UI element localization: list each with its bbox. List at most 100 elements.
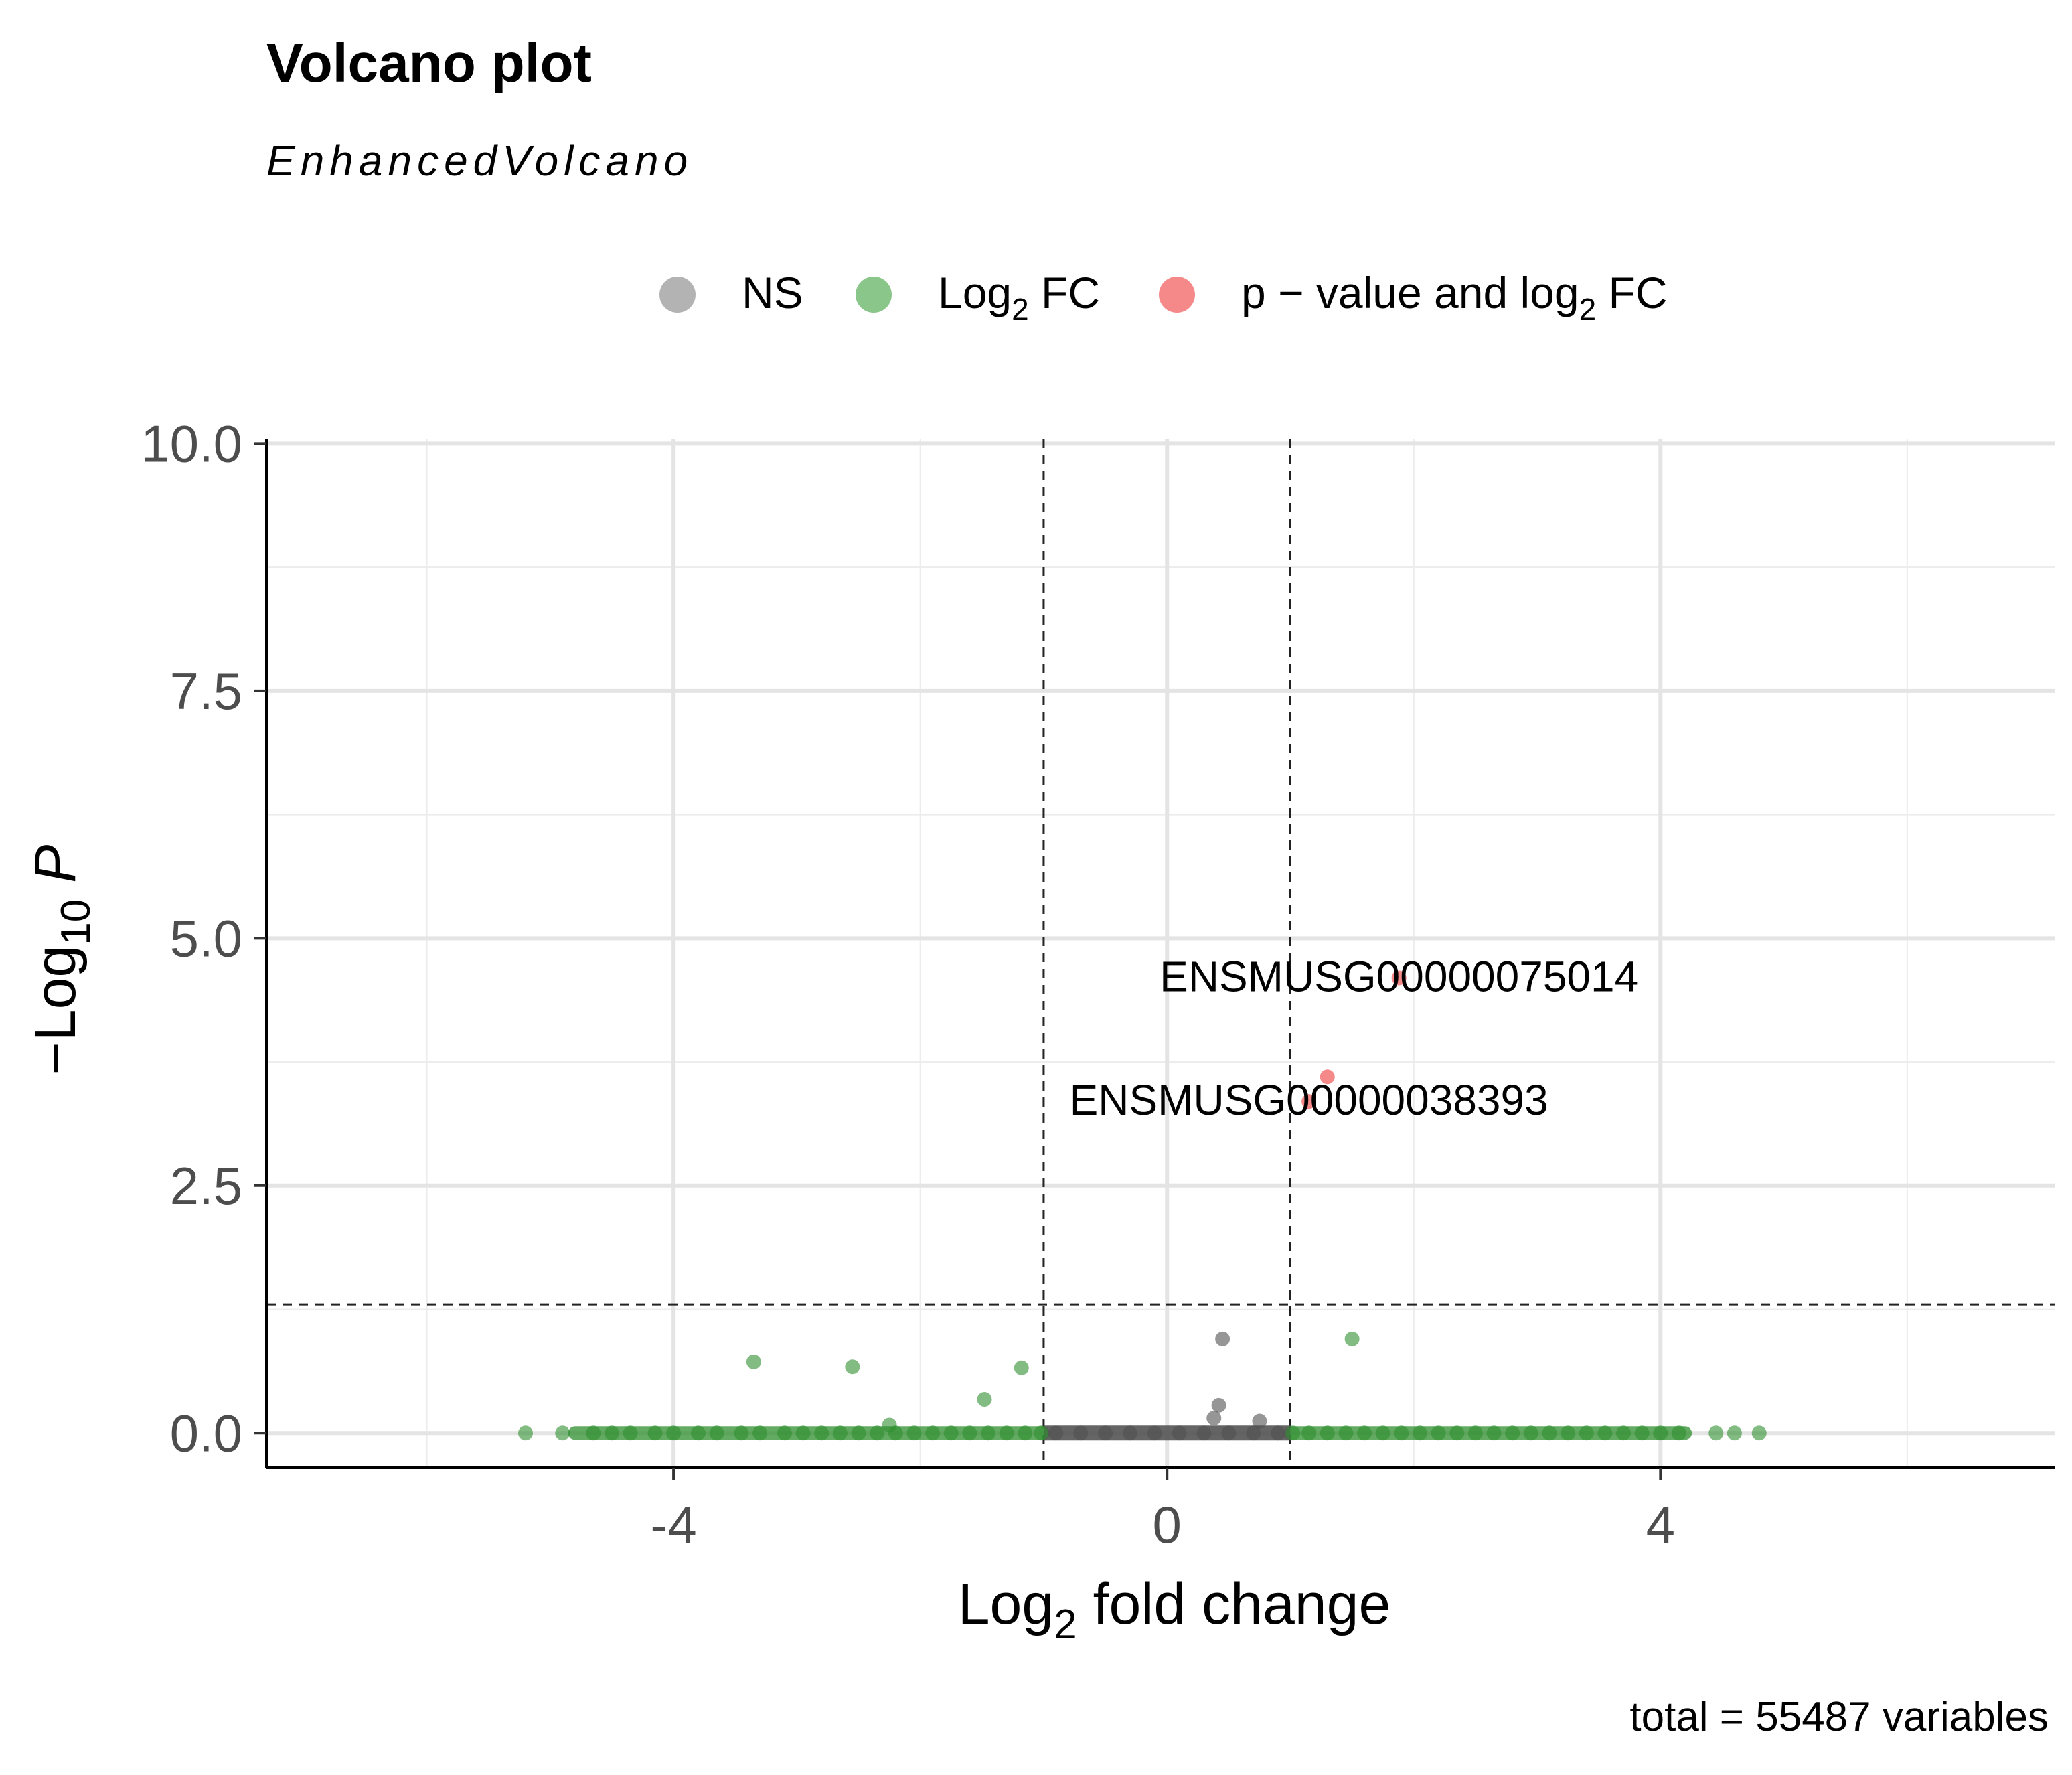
data-point xyxy=(1671,1425,1686,1441)
data-point xyxy=(734,1425,749,1441)
y-axis-title-text: −Log xyxy=(23,945,88,1075)
data-point xyxy=(1505,1425,1520,1441)
point-label: ENSMUSG00000075014 xyxy=(1160,952,1638,1000)
data-point xyxy=(1449,1425,1465,1441)
legend-key-ns xyxy=(659,277,696,313)
data-point xyxy=(1357,1425,1372,1441)
data-point xyxy=(1467,1425,1483,1441)
data-point xyxy=(981,1425,996,1441)
legend: NS Log2 FC p − value and log2 FC xyxy=(659,268,1668,327)
data-point xyxy=(1616,1425,1631,1441)
data-point xyxy=(1122,1425,1137,1441)
data-point xyxy=(1215,1331,1230,1346)
data-point xyxy=(1634,1425,1650,1441)
axis-titles: Log2 fold change −Log10 P xyxy=(23,845,1390,1648)
data-point xyxy=(1211,1397,1226,1413)
data-point xyxy=(1252,1413,1267,1429)
data-point xyxy=(870,1425,885,1441)
data-point xyxy=(1246,1425,1261,1441)
data-point xyxy=(1394,1425,1409,1441)
x-axis-title-rest: fold change xyxy=(1077,1572,1391,1636)
x-tick-label: 0 xyxy=(1153,1495,1182,1554)
data-point xyxy=(555,1425,570,1441)
legend-label-p_fc: p − value and log2 FC xyxy=(1241,268,1668,327)
y-tick-label: 2.5 xyxy=(170,1156,242,1215)
data-point xyxy=(1014,1360,1029,1375)
data-point xyxy=(666,1425,682,1441)
data-point xyxy=(977,1392,992,1407)
data-point xyxy=(795,1425,811,1441)
data-point xyxy=(1206,1411,1222,1426)
legend-label-text: p − value and log xyxy=(1241,268,1579,317)
threshold-lines xyxy=(266,439,2055,1468)
x-axis-title-text: Log xyxy=(958,1572,1054,1636)
data-point xyxy=(1708,1425,1724,1441)
legend-label-text: NS xyxy=(742,268,803,317)
data-point xyxy=(623,1425,638,1441)
chart-caption: total = 55487 variables xyxy=(1629,1694,2049,1740)
data-point xyxy=(1301,1094,1317,1109)
data-point xyxy=(690,1425,706,1441)
data-point xyxy=(1098,1425,1113,1441)
data-point xyxy=(925,1425,941,1441)
y-tick-label: 0.0 xyxy=(170,1403,242,1462)
data-point xyxy=(943,1425,959,1441)
data-point xyxy=(1727,1425,1742,1441)
data-point xyxy=(1751,1425,1767,1441)
legend-key-fc xyxy=(856,277,892,313)
axes xyxy=(254,439,2055,1480)
data-point xyxy=(1073,1425,1089,1441)
y-tick-label: 10.0 xyxy=(141,414,242,473)
data-point xyxy=(814,1425,829,1441)
data-point xyxy=(604,1425,619,1441)
data-point xyxy=(1018,1425,1033,1441)
legend-label-ns: NS xyxy=(742,268,803,317)
chart-subtitle: EnhancedVolcano xyxy=(266,137,693,185)
point-labels: ENSMUSG00000075014 ENSMUSG00000038393 xyxy=(1070,952,1639,1124)
data-point xyxy=(1338,1425,1354,1441)
data-point xyxy=(1344,1331,1360,1346)
legend-key-p_fc xyxy=(1159,277,1195,313)
y-tick-label: 5.0 xyxy=(170,909,242,968)
data-point xyxy=(1147,1425,1162,1441)
legend-label-subscript: 2 xyxy=(1579,292,1597,327)
data-points xyxy=(517,970,1767,1441)
data-point xyxy=(647,1425,663,1441)
data-point xyxy=(1561,1425,1576,1441)
data-point xyxy=(906,1425,922,1441)
legend-label-text: Log xyxy=(938,268,1012,317)
data-point xyxy=(1196,1425,1212,1441)
data-point xyxy=(845,1359,860,1375)
x-tick-label: 4 xyxy=(1646,1495,1675,1554)
x-axis-title-subscript: 2 xyxy=(1054,1602,1077,1648)
y-axis-title: −Log10 P xyxy=(23,845,99,1075)
data-point xyxy=(1034,1425,1049,1441)
data-point xyxy=(1048,1425,1064,1441)
data-point xyxy=(746,1354,761,1369)
y-axis-title-space xyxy=(23,883,88,899)
data-point xyxy=(1172,1425,1187,1441)
x-tick-label: -4 xyxy=(650,1495,696,1554)
data-point xyxy=(1375,1425,1390,1441)
data-point xyxy=(1320,1425,1335,1441)
legend-label-text: FC xyxy=(1029,268,1100,317)
data-point xyxy=(1320,1069,1335,1085)
point-label: ENSMUSG00000038393 xyxy=(1070,1076,1548,1124)
y-tick-label: 7.5 xyxy=(170,662,242,720)
data-point xyxy=(1271,1425,1286,1441)
data-point xyxy=(851,1425,866,1441)
legend-label-text: FC xyxy=(1596,268,1667,317)
data-point xyxy=(709,1425,724,1441)
legend-label-fc: Log2 FC xyxy=(938,268,1100,327)
legend-label-subscript: 2 xyxy=(1012,292,1029,327)
data-point xyxy=(1431,1425,1446,1441)
y-axis-title-subscript: 10 xyxy=(53,899,99,945)
data-point xyxy=(1579,1425,1594,1441)
tick-labels: -4 0 4 0.0 2.5 5.0 7.5 10.0 xyxy=(141,414,1675,1554)
data-point xyxy=(1221,1425,1237,1441)
data-point xyxy=(962,1425,977,1441)
data-point xyxy=(517,1425,533,1441)
data-point xyxy=(888,1425,903,1441)
